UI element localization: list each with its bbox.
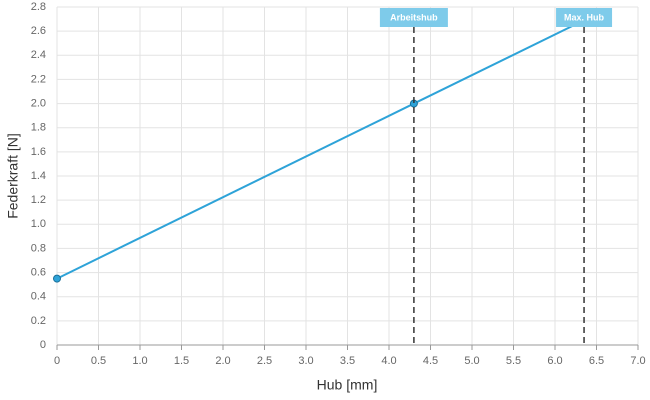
x-tick-label: 0.5 — [91, 355, 106, 367]
x-tick-label: 4.5 — [423, 355, 438, 367]
y-tick-label: 0.6 — [31, 266, 46, 278]
x-tick-label: 6.0 — [547, 355, 562, 367]
y-tick-label: 0.4 — [31, 291, 46, 303]
y-tick-label: 1.8 — [31, 122, 46, 134]
y-tick-label: 0 — [40, 339, 46, 351]
point — [53, 274, 61, 283]
y-tick-label: 1.6 — [31, 146, 46, 158]
y-tick-label: 1.4 — [31, 170, 46, 182]
x-tick-label: 3.0 — [298, 355, 313, 367]
annotation-label: Max. Hub — [564, 12, 605, 22]
y-tick-label: 2.0 — [31, 97, 46, 109]
x-tick-label: 5.5 — [506, 355, 521, 367]
annotation-box — [556, 8, 613, 27]
y-tick-label: 0.2 — [31, 315, 46, 327]
x-axis-title: Hub [mm] — [317, 377, 378, 393]
y-tick-label: 1.0 — [31, 218, 46, 230]
y-tick-label: 2.8 — [31, 1, 46, 13]
y-axis-title: Federkraft [N] — [5, 133, 21, 219]
line — [56, 19, 585, 280]
x-tick-label: 1.5 — [174, 355, 189, 367]
y-tick-label: 0.8 — [31, 242, 46, 254]
annotation-box — [379, 8, 448, 27]
x-tick-label: 1.0 — [132, 355, 147, 367]
y-tick-label: 2.2 — [31, 73, 46, 85]
x-tick-label: 2.0 — [215, 355, 230, 367]
x-tick-label: 0 — [54, 355, 60, 367]
y-tick-label: 2.6 — [31, 25, 46, 37]
x-tick-label: 2.5 — [257, 355, 272, 367]
x-tick-label: 6.5 — [589, 355, 604, 367]
y-tick-label: 2.4 — [31, 49, 46, 61]
x-tick-label: 5.0 — [464, 355, 479, 367]
x-tick-label: 4.0 — [381, 355, 396, 367]
annotation-label: Arbeitshub — [390, 12, 438, 22]
x-tick-label: 7.0 — [630, 355, 645, 367]
x-tick-label: 3.5 — [340, 355, 355, 367]
y-tick-label: 1.2 — [31, 194, 46, 206]
